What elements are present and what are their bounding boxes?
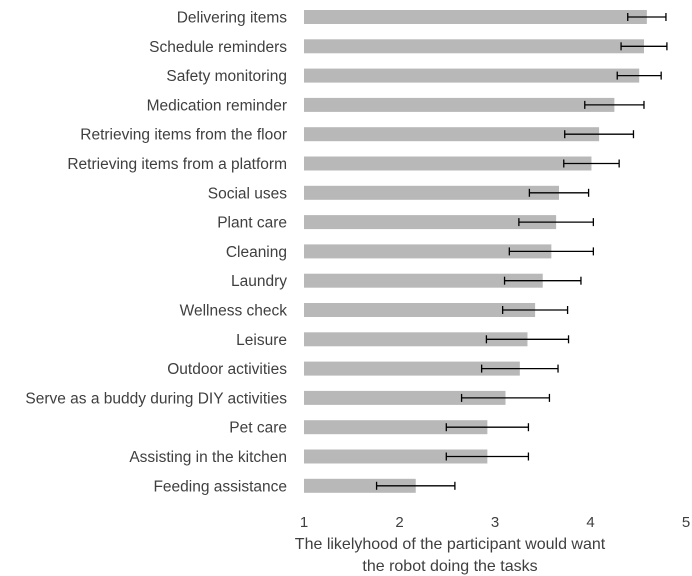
category-label-9: Laundry — [231, 273, 287, 290]
error-bar-2 — [616, 71, 662, 80]
error-bar-14 — [445, 423, 530, 432]
x-axis-title-line-2: the robot doing the tasks — [362, 558, 537, 575]
x-axis-ticks: 1 2 3 4 5 — [300, 514, 690, 531]
error-bar-6 — [528, 188, 590, 197]
error-bars-layer — [375, 13, 668, 490]
bar-0 — [304, 10, 647, 24]
category-label-5: Retrieving items from a platform — [67, 156, 287, 173]
bar-12 — [304, 361, 520, 376]
error-bar-3 — [584, 100, 645, 109]
bar-8 — [304, 244, 552, 259]
error-bar-16 — [375, 481, 456, 490]
bar-16 — [304, 478, 416, 493]
x-tick-label-4: 5 — [682, 514, 690, 531]
bar-4 — [304, 127, 600, 142]
category-label-0: Delivering items — [177, 10, 288, 27]
bar-1 — [304, 39, 644, 54]
category-label-13: Serve as a buddy during DIY activities — [25, 390, 287, 407]
category-label-11: Leisure — [236, 332, 287, 349]
error-bar-12 — [480, 364, 559, 373]
category-label-7: Plant care — [217, 215, 287, 232]
error-bar-7 — [518, 218, 595, 227]
bars-layer — [304, 10, 647, 493]
bar-5 — [304, 156, 592, 171]
category-label-14: Pet care — [229, 420, 287, 437]
bar-9 — [304, 273, 543, 288]
bar-13 — [304, 390, 506, 405]
category-labels: Delivering items Schedule reminders Safety… — [25, 10, 287, 496]
error-bar-4 — [564, 130, 635, 139]
category-label-16: Feeding assistance — [153, 478, 287, 495]
bar-6 — [304, 185, 559, 200]
category-label-1: Schedule reminders — [149, 39, 287, 56]
error-bar-8 — [508, 247, 595, 256]
x-tick-label-1: 2 — [395, 514, 403, 531]
bar-7 — [304, 215, 557, 230]
category-label-2: Safety monitoring — [166, 68, 287, 85]
category-label-12: Outdoor activities — [167, 361, 287, 378]
bar-11 — [304, 332, 528, 347]
bar-15 — [304, 449, 488, 464]
category-label-15: Assisting in the kitchen — [129, 449, 287, 466]
error-bar-5 — [563, 159, 620, 168]
error-bar-10 — [501, 306, 569, 314]
x-axis-title-line-1: The likelyhood of the participant would … — [295, 536, 606, 553]
x-tick-label-0: 1 — [300, 514, 308, 531]
category-label-8: Cleaning — [226, 244, 287, 261]
error-bar-15 — [445, 452, 530, 461]
error-bar-11 — [485, 335, 570, 344]
bar-14 — [304, 420, 488, 435]
category-label-10: Wellness check — [180, 303, 288, 320]
error-bar-1 — [620, 42, 668, 51]
bar-2 — [304, 68, 640, 83]
category-label-6: Social uses — [208, 185, 288, 202]
x-tick-label-2: 3 — [491, 514, 499, 531]
category-label-4: Retrieving items from the floor — [80, 127, 287, 144]
x-tick-label-3: 4 — [586, 514, 594, 531]
error-bar-9 — [503, 276, 582, 285]
error-bar-13 — [460, 393, 551, 402]
category-label-3: Medication reminder — [147, 97, 287, 114]
bar-10 — [304, 303, 536, 317]
bar-3 — [304, 97, 615, 112]
error-bar-0 — [627, 13, 667, 21]
